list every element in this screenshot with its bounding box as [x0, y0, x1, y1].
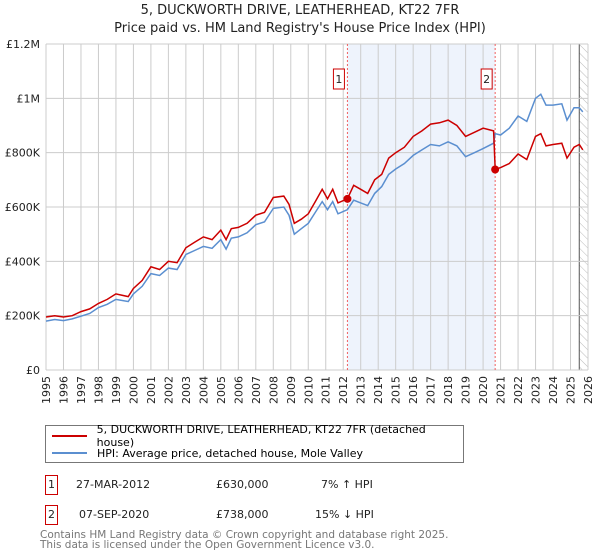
sale-point	[491, 165, 500, 174]
x-tick-label: 2025	[565, 376, 578, 404]
sale-label-box	[480, 68, 493, 90]
legend-label: HPI: Average price, detached house, Mole…	[97, 446, 363, 460]
x-tick-label: 1998	[92, 376, 105, 404]
x-tick-label: 2021	[495, 376, 508, 404]
transaction-price: £738,000	[216, 508, 269, 521]
sale-label: 1	[335, 73, 342, 86]
sale-point	[343, 194, 352, 203]
x-tick-label: 2000	[127, 376, 140, 404]
y-tick-label: £200K	[5, 310, 41, 323]
x-tick-label: 2014	[372, 376, 385, 404]
sale-label-box	[332, 68, 345, 90]
y-tick-label: £1.2M	[6, 38, 40, 51]
footer-licence: This data is licensed under the Open Gov…	[40, 539, 375, 551]
x-tick-label: 2016	[407, 376, 420, 404]
x-tick-label: 2006	[232, 376, 245, 404]
y-tick-label: £400K	[5, 255, 41, 268]
x-tick-label: 2009	[285, 376, 298, 404]
transaction-badge: 2	[45, 505, 58, 525]
x-tick-label: 2003	[180, 376, 193, 404]
price-chart: 1995 1996 1997 1998 1999 2000 2001 2002 2003 2004…	[5, 38, 595, 404]
x-tick-label: 2024	[547, 376, 560, 404]
transaction-hpi-diff: 7% ↑ HPI	[321, 478, 373, 491]
x-tick-label: 2023	[530, 376, 543, 404]
x-tick-label: 2018	[442, 376, 455, 404]
transaction-price: £630,000	[216, 478, 269, 491]
x-tick-label: 2008	[267, 376, 280, 404]
x-tick-label: 2015	[390, 376, 403, 404]
x-tick-label: 1997	[75, 376, 88, 404]
x-tick-label: 2017	[425, 376, 438, 404]
x-tick-label: 1995	[40, 376, 53, 404]
x-tick-label: 2007	[250, 376, 263, 404]
footer: Contains HM Land Registry data © Crown c…	[40, 529, 449, 551]
transaction-date: 27-MAR-2012	[76, 478, 151, 491]
legend-swatch-red	[52, 435, 87, 437]
x-tick-label: 2020	[477, 376, 490, 404]
legend-label: 5, DUCKWORTH DRIVE, LEATHERHEAD, KT22 7F…	[96, 423, 426, 449]
legend-swatch-blue	[52, 452, 87, 454]
x-tick-label: 2012	[337, 376, 350, 404]
x-tick-label: 2019	[460, 376, 473, 404]
x-tick-label: 2022	[512, 376, 525, 404]
transaction-date: 07-SEP-2020	[79, 508, 150, 521]
footer-copyright: Contains HM Land Registry data © Crown c…	[40, 529, 449, 541]
chart-title: 5, DUCKWORTH DRIVE, LEATHERHEAD, KT22 7F…	[140, 3, 460, 18]
x-tick-label: 2011	[320, 376, 333, 404]
chart-legend: 5, DUCKWORTH DRIVE, LEATHERHEAD, KT22 7F…	[45, 423, 464, 463]
hpi-line	[45, 93, 584, 322]
y-tick-label: £0	[26, 364, 40, 377]
x-tick-label: 1999	[110, 376, 123, 404]
x-tick-label: 2004	[197, 376, 210, 404]
x-tick-label: 2013	[355, 376, 368, 404]
x-tick-label: 2010	[302, 376, 315, 404]
sale-label: 2	[483, 73, 490, 86]
x-tick-label: 1996	[57, 376, 70, 404]
x-tick-label: 2026	[582, 376, 595, 404]
y-tick-label: £800K	[5, 147, 41, 160]
chart-subtitle: Price paid vs. HM Land Registry's House …	[114, 21, 486, 36]
transaction-hpi-diff: 15% ↓ HPI	[315, 508, 374, 521]
transaction-badge: 1	[45, 475, 58, 495]
y-tick-label: £1M	[17, 92, 41, 105]
x-tick-label: 2005	[215, 376, 228, 404]
legend-item-property: 5, DUCKWORTH DRIVE, LEATHERHEAD, KT22 7F…	[52, 423, 463, 449]
property-price-line	[45, 119, 584, 318]
legend-item-hpi: HPI: Average price, detached house, Mole…	[52, 446, 363, 460]
y-tick-label: £600K	[5, 201, 41, 214]
x-tick-label: 2002	[162, 376, 175, 404]
x-tick-label: 2001	[145, 376, 158, 404]
